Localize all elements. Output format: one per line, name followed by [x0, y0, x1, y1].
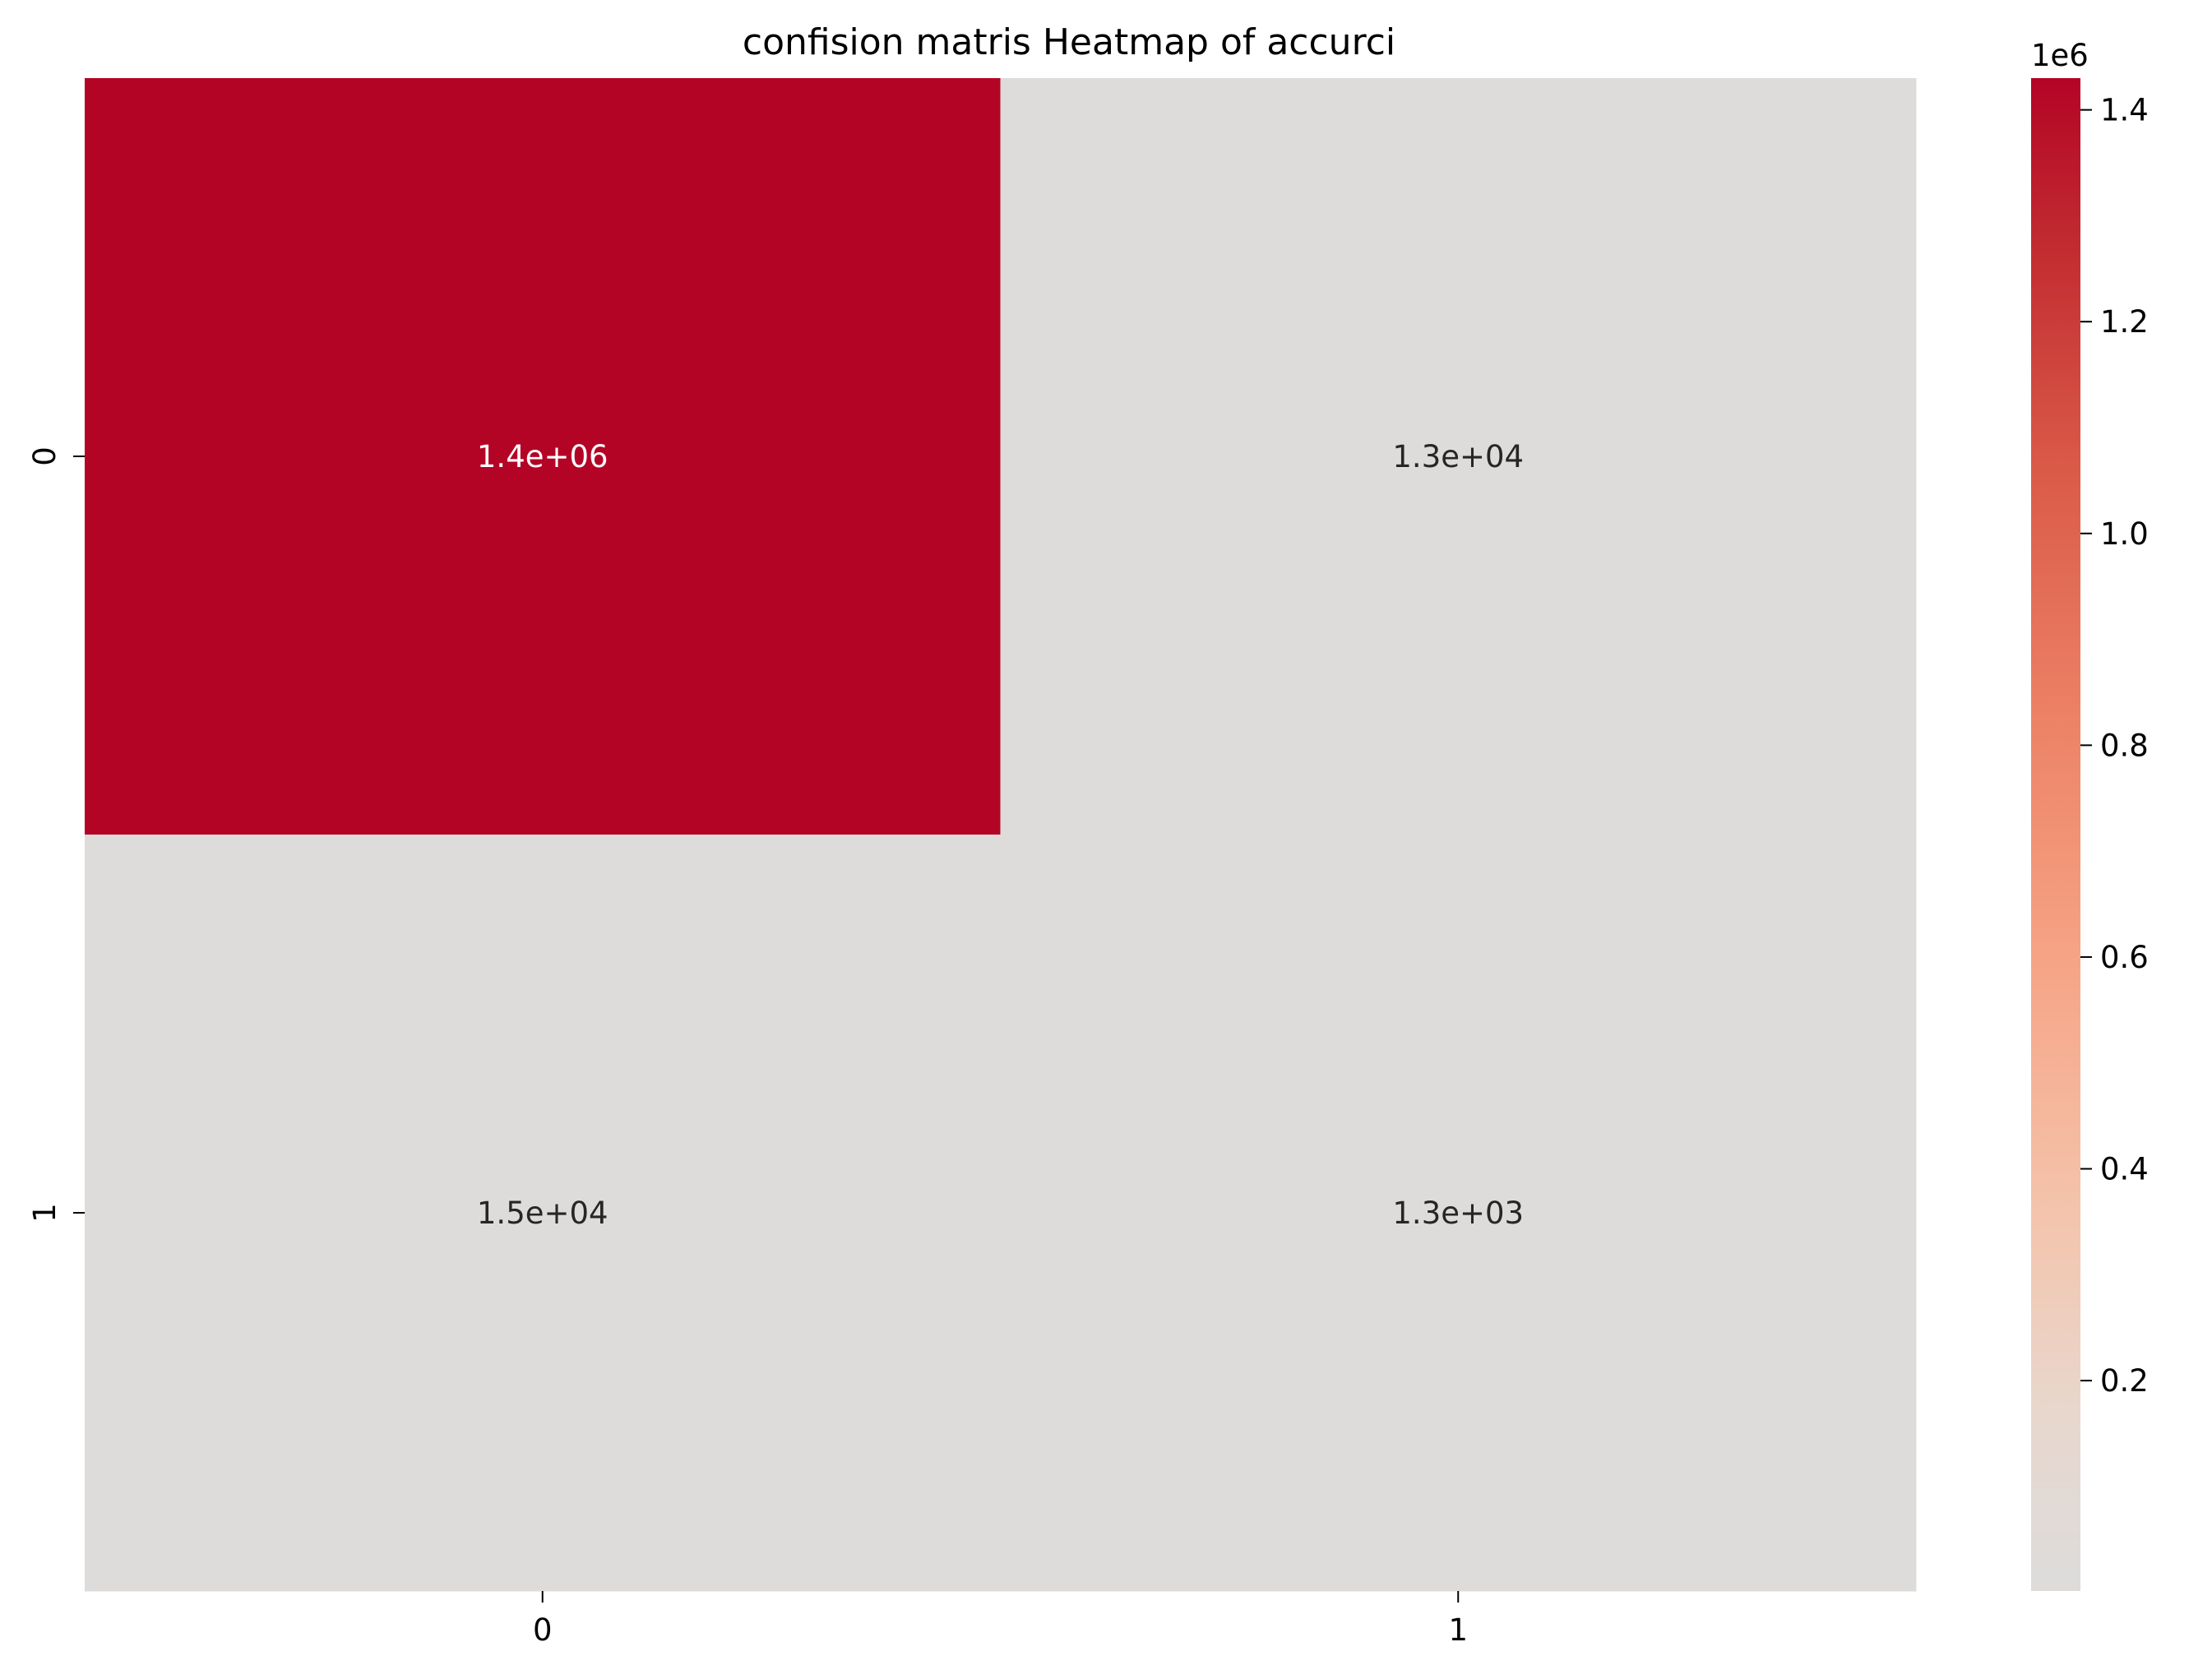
colorbar-tick-label-2: 0.6	[2100, 940, 2149, 975]
colorbar-tick-label-1: 0.4	[2100, 1152, 2149, 1187]
heatmap-cell-1-1	[1000, 835, 1917, 1592]
colorbar-tick-label-6: 1.4	[2100, 93, 2149, 128]
cell-annotation-0-0: 1.4e+06	[477, 439, 609, 474]
y-tick-label-1: 1	[27, 1203, 62, 1223]
colorbar-tick-label-3: 0.8	[2100, 728, 2149, 763]
colorbar-tick-label-4: 1.0	[2100, 516, 2149, 552]
heatmap-cell-0-1	[1000, 78, 1917, 835]
y-tick-label-0: 0	[27, 446, 62, 466]
colorbar-gradient	[2031, 78, 2080, 1591]
colorbar-ticks: 0.2 0.4 0.6 0.8 1.0 1.2 1.4	[2080, 93, 2149, 1399]
cell-annotation-1-1: 1.3e+03	[1392, 1196, 1524, 1231]
cell-annotation-0-1: 1.3e+04	[1392, 439, 1524, 474]
heatmap-cell-1-0	[85, 835, 1001, 1592]
y-axis: 01	[27, 446, 85, 1223]
chart-title: confision matris Heatmap of accurci	[743, 21, 1395, 63]
heatmap-cell-0-0	[85, 78, 1001, 835]
colorbar: 1e6 0.2 0.4 0.6 0.8 1.0 1.2 1.4	[2031, 38, 2149, 1591]
colorbar-tick-label-0: 0.2	[2100, 1363, 2149, 1399]
colorbar-tick-label-5: 1.2	[2100, 304, 2149, 340]
cell-annotation-1-0: 1.5e+04	[477, 1196, 609, 1231]
colorbar-exponent-label: 1e6	[2031, 38, 2089, 73]
heatmap-cells: 1.4e+06 1.3e+04 1.5e+04 1.3e+03	[85, 78, 1917, 1592]
x-tick-label-1: 1	[1448, 1612, 1468, 1648]
x-tick-label-0: 0	[533, 1612, 553, 1648]
